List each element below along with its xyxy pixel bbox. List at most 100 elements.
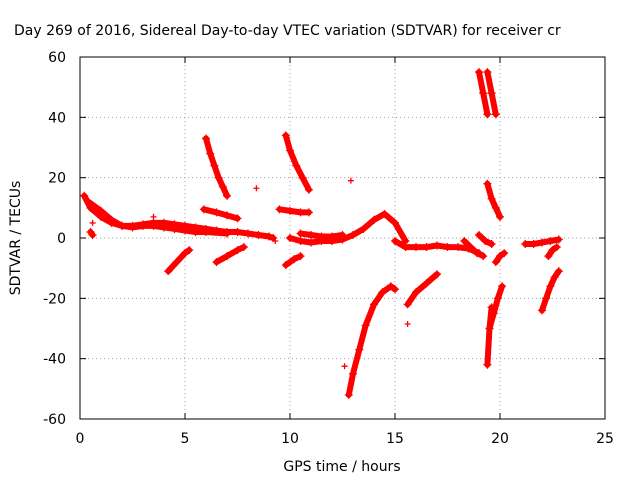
- data-point-24-3: [550, 273, 559, 282]
- series-trace-8: [276, 206, 312, 216]
- data-point-20-0: [485, 324, 494, 333]
- data-point-10-2: [307, 238, 315, 247]
- data-point-3-3: [185, 246, 194, 255]
- data-series-22: [491, 249, 509, 267]
- series-trace-15: [461, 238, 487, 260]
- outlier-point-4: [272, 238, 279, 245]
- data-series-3: [164, 246, 194, 276]
- data-series-12: [344, 282, 399, 399]
- data-series-21: [475, 230, 496, 249]
- series-trace-7: [282, 132, 312, 193]
- data-point-12-3: [361, 321, 370, 330]
- data-point-1-0: [84, 197, 93, 206]
- data-point-22-1: [496, 252, 504, 261]
- data-series-11: [296, 229, 347, 241]
- data-point-12-5: [378, 288, 387, 297]
- x-axis-label: GPS time / hours: [283, 459, 400, 475]
- data-point-18-1: [487, 194, 496, 203]
- data-point-1-7: [160, 223, 168, 232]
- data-point-13-3: [422, 243, 431, 252]
- data-point-23-0: [521, 240, 530, 249]
- x-tick-label-1: 5: [181, 431, 190, 447]
- data-point-24-1: [542, 294, 551, 303]
- data-series-8: [275, 205, 313, 217]
- data-series-24: [538, 267, 563, 315]
- data-point-5-0: [199, 205, 208, 214]
- data-series-23: [521, 235, 563, 249]
- y-tick-label-6: 60: [48, 50, 66, 66]
- data-point-1-9: [181, 226, 189, 235]
- data-point-17-1: [487, 89, 496, 98]
- data-point-25-0: [544, 252, 553, 261]
- data-point-11-1: [307, 230, 315, 239]
- y-tick-label-0: -60: [43, 412, 66, 428]
- data-point-1-12: [223, 229, 231, 238]
- data-series-15: [460, 237, 488, 261]
- data-point-9-0: [281, 261, 290, 270]
- data-point-24-4: [554, 267, 563, 276]
- data-point-1-2: [107, 215, 116, 224]
- data-point-0-16: [244, 229, 252, 238]
- data-point-11-2: [317, 232, 326, 241]
- data-series-6: [212, 243, 248, 267]
- data-point-8-3: [304, 208, 313, 217]
- data-point-0-18: [265, 232, 273, 241]
- data-point-1-8: [170, 224, 179, 233]
- data-point-15-1: [466, 243, 475, 252]
- data-point-3-2: [181, 249, 189, 258]
- data-point-21-1: [481, 237, 490, 246]
- data-point-10-9: [380, 209, 389, 218]
- data-point-7-0: [281, 131, 290, 140]
- data-point-21-2: [487, 240, 496, 249]
- x-tick-label-5: 25: [596, 431, 614, 447]
- data-point-14-2: [422, 279, 431, 288]
- data-point-20-2: [493, 294, 502, 303]
- y-tick-label-2: -20: [43, 291, 66, 307]
- data-point-4-5: [223, 191, 231, 200]
- outlier-point-3: [404, 320, 411, 327]
- data-point-1-1: [97, 206, 105, 215]
- data-series-1: [84, 197, 231, 238]
- data-point-12-0: [344, 390, 353, 399]
- x-tick-label-0: 0: [76, 431, 85, 447]
- data-point-1-5: [139, 221, 147, 230]
- series-trace-5: [200, 206, 241, 222]
- data-point-0-15: [233, 227, 242, 236]
- data-series-4: [202, 134, 231, 200]
- data-point-21-0: [475, 230, 483, 239]
- data-point-9-1: [290, 255, 299, 264]
- data-point-12-2: [355, 345, 364, 354]
- data-point-9-2: [296, 252, 305, 261]
- data-series-9: [281, 252, 305, 270]
- chart-title: Day 269 of 2016, Sidereal Day-to-day VTE…: [14, 23, 561, 39]
- series-trace-18: [484, 180, 503, 220]
- data-point-0-0: [80, 191, 89, 200]
- data-point-5-2: [223, 211, 231, 220]
- data-point-5-3: [233, 214, 242, 223]
- data-point-17-2: [491, 110, 500, 119]
- data-point-10-1: [296, 237, 305, 246]
- data-point-10-0: [286, 234, 294, 242]
- data-point-4-3: [214, 173, 223, 182]
- data-point-10-8: [370, 215, 378, 224]
- data-series-13: [391, 237, 483, 258]
- data-point-13-5: [443, 243, 452, 252]
- x-tick-label-4: 20: [491, 431, 509, 447]
- data-point-11-0: [296, 229, 305, 238]
- y-tick-label-1: -40: [43, 352, 66, 368]
- data-point-6-0: [212, 258, 221, 267]
- data-point-19-0: [483, 360, 492, 369]
- data-point-16-1: [479, 89, 488, 98]
- data-point-8-0: [275, 205, 284, 214]
- data-series-16: [475, 68, 492, 119]
- series-trace-6: [213, 244, 247, 266]
- y-axis-label: SDTVAR / TECUs: [8, 181, 24, 296]
- data-series-5: [199, 205, 242, 223]
- outlier-point-1: [347, 177, 354, 184]
- outlier-point-6: [89, 219, 96, 226]
- data-point-15-3: [479, 252, 488, 261]
- data-point-2-1: [88, 230, 97, 239]
- data-point-14-3: [433, 270, 441, 279]
- data-point-0-17: [254, 230, 263, 239]
